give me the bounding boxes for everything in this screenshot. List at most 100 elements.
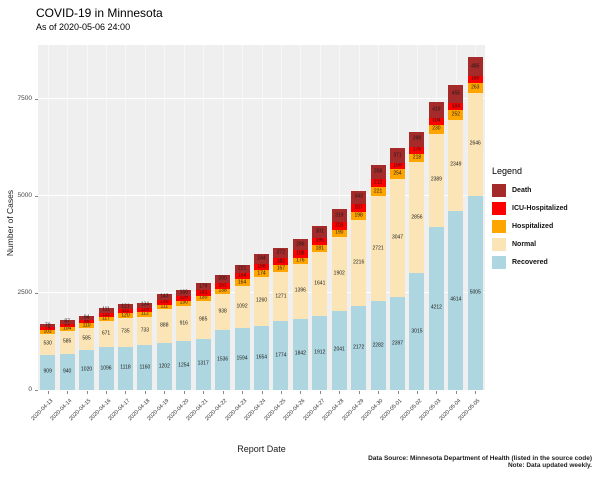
segment-icu-hospitalized: 98 bbox=[79, 319, 95, 324]
segment-hospitalized: 252 bbox=[448, 110, 464, 120]
segment-death: 160 bbox=[176, 289, 192, 296]
segment-value-label: 2856 bbox=[411, 214, 423, 221]
segment-value-label: 2282 bbox=[372, 342, 384, 349]
bar-2020-04-29: 2172 2216 198 207 343 bbox=[351, 190, 367, 390]
segment-value-label: 286 bbox=[296, 241, 305, 248]
segment-death: 244 bbox=[254, 254, 269, 264]
segment-value-label: 143 bbox=[160, 293, 169, 300]
segment-value-label: 272 bbox=[276, 249, 286, 256]
bar-2020-04-19: 1202 888 111 130 143 bbox=[156, 293, 172, 390]
segment-value-label: 2041 bbox=[333, 346, 345, 353]
segment-icu-hospitalized: 141 bbox=[195, 290, 211, 296]
segment-value-label: 207 bbox=[354, 204, 363, 211]
segment-value-label: 938 bbox=[218, 308, 227, 315]
segment-value-label: 1641 bbox=[314, 280, 326, 287]
segment-death: 94 bbox=[79, 314, 95, 321]
segment-value-label: 254 bbox=[393, 170, 402, 177]
x-tick-mark bbox=[86, 391, 88, 394]
segment-value-label: 176 bbox=[296, 257, 305, 264]
bar-2020-04-28: 2041 1902 190 203 319 bbox=[331, 209, 347, 390]
page-subtitle: As of 2020-05-06 24:00 bbox=[36, 22, 131, 32]
x-tick-mark bbox=[106, 391, 108, 394]
segment-normal: 938 bbox=[215, 294, 231, 331]
segment-value-label: 735 bbox=[121, 328, 130, 335]
segment-icu-hospitalized: 130 bbox=[156, 298, 172, 305]
segment-hospitalized: 221 bbox=[370, 187, 386, 196]
bar-2020-04-30: 2282 2721 221 212 358 bbox=[370, 165, 386, 390]
segment-value-label: 940 bbox=[62, 368, 72, 375]
segment-icu-hospitalized: 196 bbox=[312, 237, 328, 246]
bar-2020-04-18: 1160 733 112 115 134 bbox=[137, 302, 153, 390]
legend-swatch bbox=[492, 256, 506, 269]
segment-value-label: 75 bbox=[44, 325, 51, 332]
x-tick-mark bbox=[358, 391, 360, 394]
segment-value-label: 371 bbox=[393, 152, 402, 159]
y-tick-mark bbox=[35, 390, 38, 391]
vertical-gridline bbox=[47, 45, 49, 390]
x-tick-mark bbox=[47, 391, 49, 394]
segment-recovered: 2041 bbox=[331, 310, 347, 390]
y-tick-label: 0 bbox=[28, 386, 32, 393]
segment-value-label: 485 bbox=[471, 63, 480, 70]
x-tick-mark bbox=[436, 391, 438, 394]
footer: Data Source: Minnesota Department of Hea… bbox=[368, 455, 592, 469]
segment-recovered: 3015 bbox=[409, 273, 425, 390]
segment-value-label: 2349 bbox=[450, 161, 462, 168]
segment-recovered: 4614 bbox=[448, 210, 464, 390]
segment-value-label: 130 bbox=[179, 299, 188, 306]
vertical-gridline bbox=[144, 45, 146, 390]
segment-value-label: 84 bbox=[64, 321, 70, 328]
segment-recovered: 1536 bbox=[215, 330, 231, 390]
segment-value-label: 168 bbox=[257, 263, 266, 270]
segment-value-label: 1160 bbox=[139, 364, 151, 370]
segment-value-label: 94 bbox=[83, 314, 90, 321]
segment-value-label: 125 bbox=[179, 294, 188, 301]
y-tick-mark bbox=[35, 196, 38, 197]
legend-entry-hospitalized: Hospitalized bbox=[492, 220, 568, 233]
segment-hospitalized: 254 bbox=[390, 168, 406, 179]
segment-value-label: 111 bbox=[160, 303, 169, 310]
segment-icu-hospitalized: 168 bbox=[254, 263, 269, 271]
segment-icu-hospitalized: 115 bbox=[137, 307, 153, 313]
segment-normal: 916 bbox=[176, 305, 192, 342]
segment-normal: 2646 bbox=[467, 93, 483, 196]
segment-value-label: 218 bbox=[412, 154, 422, 161]
segment-value-label: 130 bbox=[160, 298, 169, 305]
segment-hospitalized: 117 bbox=[98, 316, 114, 322]
segment-value-label: 184 bbox=[451, 103, 461, 110]
horizontal-gridline bbox=[38, 195, 485, 196]
segment-value-label: 174 bbox=[257, 270, 266, 277]
segment-normal: 585 bbox=[79, 327, 95, 351]
segment-hospitalized: 120 bbox=[117, 313, 133, 319]
segment-value-label: 419 bbox=[432, 106, 441, 113]
legend-label: Death bbox=[512, 187, 532, 194]
segment-normal: 3047 bbox=[390, 178, 406, 297]
segment-death: 343 bbox=[351, 190, 367, 205]
segment-value-label: 1396 bbox=[294, 287, 306, 294]
bar-2020-05-03: 4212 2389 230 184 419 bbox=[428, 101, 444, 390]
legend: Legend Death ICU-Hospitalized Hospitalized… bbox=[492, 166, 568, 274]
segment-value-label: 203 bbox=[335, 222, 344, 229]
segment-value-label: 188 bbox=[296, 250, 305, 257]
segment-value-label: 2721 bbox=[372, 245, 384, 252]
segment-icu-hospitalized: 203 bbox=[331, 221, 347, 230]
segment-hospitalized: 176 bbox=[292, 257, 308, 265]
segment-value-label: 888 bbox=[160, 322, 169, 329]
legend-entry-death: Death bbox=[492, 184, 568, 197]
segment-recovered: 5005 bbox=[467, 195, 483, 390]
segment-value-label: 909 bbox=[43, 368, 52, 375]
segment-icu-hospitalized: 182 bbox=[273, 258, 289, 266]
x-tick-mark bbox=[280, 391, 282, 394]
segment-value-label: 2172 bbox=[353, 344, 365, 351]
bar-2020-04-16: 1096 671 117 111 111 bbox=[98, 307, 114, 390]
segment-value-label: 244 bbox=[257, 255, 266, 262]
legend-swatch bbox=[492, 220, 506, 233]
footer-source: Data Source: Minnesota Department of Hea… bbox=[368, 455, 592, 462]
segment-value-label: 733 bbox=[140, 327, 150, 334]
segment-value-label: 263 bbox=[471, 84, 480, 91]
segment-normal: 1260 bbox=[254, 276, 269, 326]
segment-normal: 733 bbox=[137, 316, 153, 345]
segment-normal: 671 bbox=[98, 321, 114, 348]
x-tick-mark bbox=[261, 391, 263, 394]
segment-recovered: 2397 bbox=[390, 297, 406, 390]
